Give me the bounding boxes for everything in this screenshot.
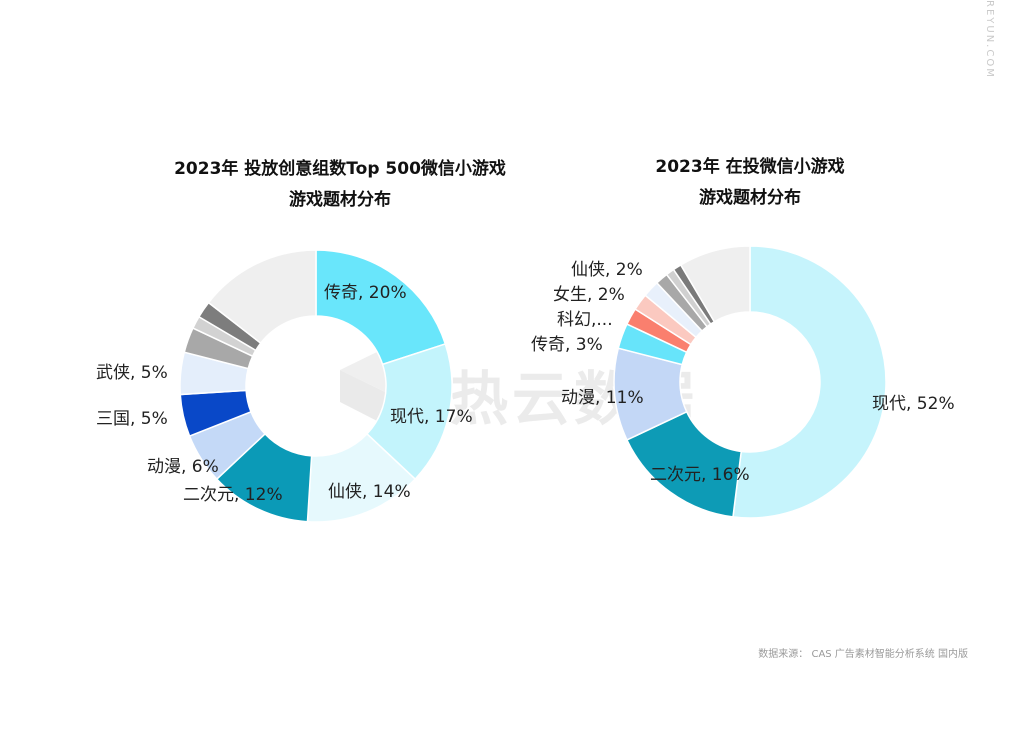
right-slice-label-4: 科幻,... bbox=[557, 310, 613, 330]
side-url-watermark: REYUN.COM bbox=[984, 0, 995, 79]
left-slice-label-2: 仙侠, 14% bbox=[328, 482, 411, 502]
left-donut-chart bbox=[179, 249, 453, 523]
left-slice-label-3: 二次元, 12% bbox=[183, 485, 283, 505]
right-slice-label-0: 现代, 52% bbox=[872, 394, 955, 414]
left-donut-labels: 传奇, 20% 现代, 17% 仙侠, 14% 二次元, 12% 动漫, 6% 三国, 5… bbox=[96, 283, 473, 505]
right-slice-label-6: 仙侠, 2% bbox=[571, 260, 643, 280]
left-slice-0 bbox=[315, 249, 447, 366]
right-slice-label-5: 女生, 2% bbox=[553, 285, 625, 305]
left-slice-label-0: 传奇, 20% bbox=[324, 283, 407, 303]
footer-source: 数据来源： CAS 广告素材智能分析系统 国内版 bbox=[758, 649, 968, 660]
left-chart-title: 2023年 投放创意组数Top 500微信小游戏 游戏题材分布 bbox=[120, 154, 560, 216]
right-donut-labels: 现代, 52% 二次元, 16% 动漫, 11% 传奇, 3% 科幻,... 女生, 2%… bbox=[531, 260, 955, 485]
left-slice-label-4: 动漫, 6% bbox=[147, 457, 219, 477]
right-slice-label-3: 传奇, 3% bbox=[531, 335, 603, 355]
left-slice-label-6: 武侠, 5% bbox=[96, 363, 168, 383]
left-chart-title-line1: 2023年 投放创意组数Top 500微信小游戏 bbox=[174, 159, 506, 179]
right-slice-10 bbox=[679, 245, 751, 323]
right-slice-label-2: 动漫, 11% bbox=[561, 388, 644, 408]
right-slice-label-1: 二次元, 16% bbox=[650, 465, 750, 485]
left-slice-10 bbox=[207, 249, 317, 345]
left-chart-title-line2: 游戏题材分布 bbox=[289, 190, 391, 210]
right-slice-0 bbox=[732, 245, 887, 519]
right-chart-title-line2: 游戏题材分布 bbox=[699, 188, 801, 208]
right-chart-title: 2023年 在投微信小游戏 游戏题材分布 bbox=[590, 152, 910, 214]
left-slice-label-1: 现代, 17% bbox=[390, 407, 473, 427]
left-slice-label-5: 三国, 5% bbox=[96, 409, 168, 429]
right-donut-chart bbox=[613, 245, 887, 519]
right-chart-title-line1: 2023年 在投微信小游戏 bbox=[655, 157, 845, 177]
